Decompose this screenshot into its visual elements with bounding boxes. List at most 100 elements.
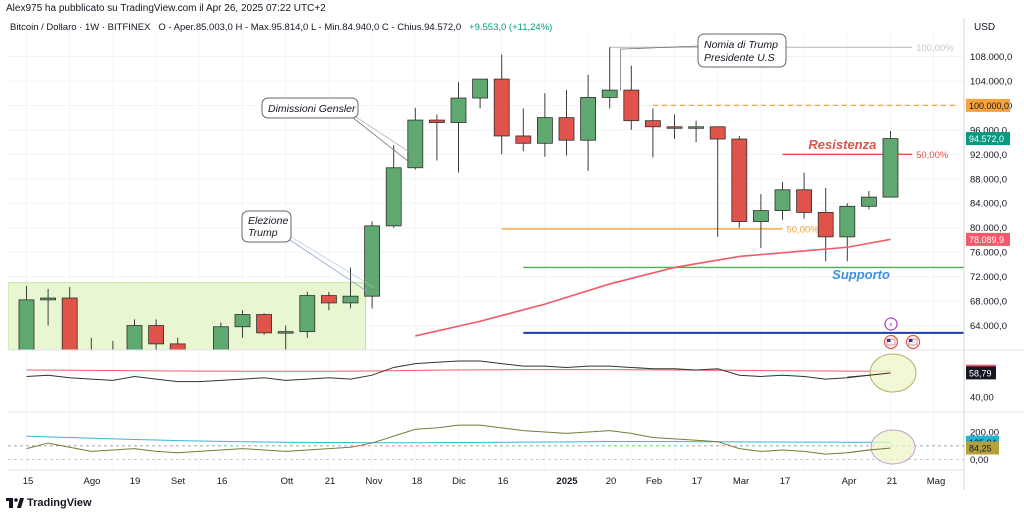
candle — [299, 291, 316, 338]
candle — [882, 130, 899, 198]
us-flag-canton — [909, 339, 913, 342]
candle-body — [731, 138, 748, 222]
candle-body — [645, 120, 661, 128]
candle-body — [234, 314, 251, 328]
cci-line — [26, 424, 891, 455]
candle — [428, 114, 445, 161]
cci-line-tail — [847, 447, 891, 454]
price-badge — [966, 232, 1010, 246]
callout-trump-nomina-line1: Nomia di Trump — [704, 39, 778, 51]
candle-body — [709, 126, 726, 140]
candle — [515, 108, 532, 152]
us-flag-canton — [887, 339, 891, 342]
lightning-glyph: ⚡ — [888, 321, 894, 330]
x-tick-label: 16 — [498, 476, 509, 487]
lightning-event-icon — [884, 317, 898, 331]
candle-body — [450, 97, 467, 123]
x-tick-label: 15 — [23, 476, 34, 487]
callout-gensler-line1: Dimissioni Gensler — [268, 103, 356, 115]
candle-body — [472, 78, 489, 99]
rsi-badge — [966, 366, 996, 380]
rsi-badge-label: 58,79 — [969, 368, 992, 378]
candle — [472, 78, 489, 109]
candle-body — [774, 189, 791, 211]
candle — [212, 322, 229, 350]
x-tick-label: 20 — [606, 476, 617, 487]
candle — [580, 74, 596, 171]
candle-body — [84, 356, 99, 359]
moving-average-line — [415, 238, 891, 337]
price-tick-label: 108.000,0 — [970, 52, 1012, 63]
candle — [148, 319, 165, 350]
candle — [861, 191, 877, 210]
x-tick-label: 21 — [325, 476, 336, 487]
callout-trump-nomina-box — [697, 33, 787, 68]
candle-body — [61, 297, 78, 350]
candle — [645, 108, 661, 158]
price-badge-label: 78.089,9 — [969, 235, 1004, 245]
x-tick-label: Apr — [842, 476, 857, 487]
candle-body — [493, 78, 510, 137]
candle — [709, 126, 726, 237]
cci-tick-label: 200,00 — [970, 428, 999, 439]
currency-label[interactable]: USD — [974, 22, 996, 33]
candle-body — [407, 119, 424, 169]
tradingview-logo-icon — [6, 498, 24, 508]
candle-body — [537, 117, 553, 144]
candle — [234, 310, 251, 338]
price-tick-label: 68.000,0 — [970, 297, 1007, 308]
candle-body — [601, 89, 618, 98]
candle-body — [18, 299, 35, 350]
price-badge — [966, 132, 1010, 146]
supporto-label: Supporto — [832, 267, 890, 282]
x-tick-label: 2025 — [556, 476, 578, 487]
callout-leader — [286, 237, 369, 293]
brand-name: TradingView — [27, 497, 92, 509]
candle — [385, 145, 402, 228]
candle — [407, 107, 424, 170]
candle-body — [342, 295, 359, 304]
callout-leader — [289, 235, 375, 288]
candle — [277, 325, 294, 350]
level-100pct-label: 100,00% — [916, 43, 954, 54]
rsi-tick-label: 40,00 — [970, 393, 994, 404]
price-tick-label: 72.000,0 — [970, 272, 1007, 283]
candle-body — [882, 138, 899, 198]
x-tick-label: 16 — [217, 476, 228, 487]
price-badge — [966, 98, 1010, 112]
ohlc-values: O - Aper.85.003,0 H - Max.95.814,0 L - M… — [158, 22, 462, 33]
candle — [364, 221, 381, 309]
x-tick-label: Ago — [84, 476, 101, 487]
price-tick-label: 80.000,0 — [970, 223, 1007, 234]
candle — [796, 172, 812, 219]
tradingview-logo[interactable]: TradingView — [6, 497, 92, 509]
symbol-name[interactable]: Bitcoin / Dollaro · 1W · BITFINEX — [10, 22, 151, 33]
x-tick-label: 19 — [130, 476, 141, 487]
candle — [839, 203, 856, 262]
published-line: Alex975 ha pubblicato su TradingView.com… — [6, 3, 326, 14]
candle — [774, 181, 791, 220]
x-tick-label: Dic — [452, 476, 466, 487]
price-badge-label: 100.000,0 — [969, 101, 1009, 111]
candle-body — [277, 331, 294, 334]
candle-body — [817, 212, 834, 238]
candle — [688, 120, 704, 143]
candle — [450, 82, 467, 173]
symbol-legend: Bitcoin / Dollaro · 1W · BITFINEX O - Ap… — [10, 22, 552, 33]
callout-trump-nomina-line2: Presidente U.S — [704, 52, 775, 64]
candle — [40, 288, 56, 326]
price-tick-label: 92.000,0 — [970, 150, 1007, 161]
level-orange-50-label: 50,00% — [787, 224, 820, 235]
candle-body — [364, 225, 381, 297]
callout-leader — [351, 116, 412, 164]
resistenza-label: Resistenza — [808, 137, 876, 152]
candle — [126, 319, 143, 350]
price-tick-label: 88.000,0 — [970, 174, 1007, 185]
callout-leader — [355, 116, 418, 158]
candle-body — [861, 196, 877, 207]
x-tick-label: 17 — [780, 476, 791, 487]
candle-body — [212, 326, 229, 350]
x-tick-label: Nov — [366, 476, 383, 487]
rsi-ma-line — [26, 369, 891, 372]
